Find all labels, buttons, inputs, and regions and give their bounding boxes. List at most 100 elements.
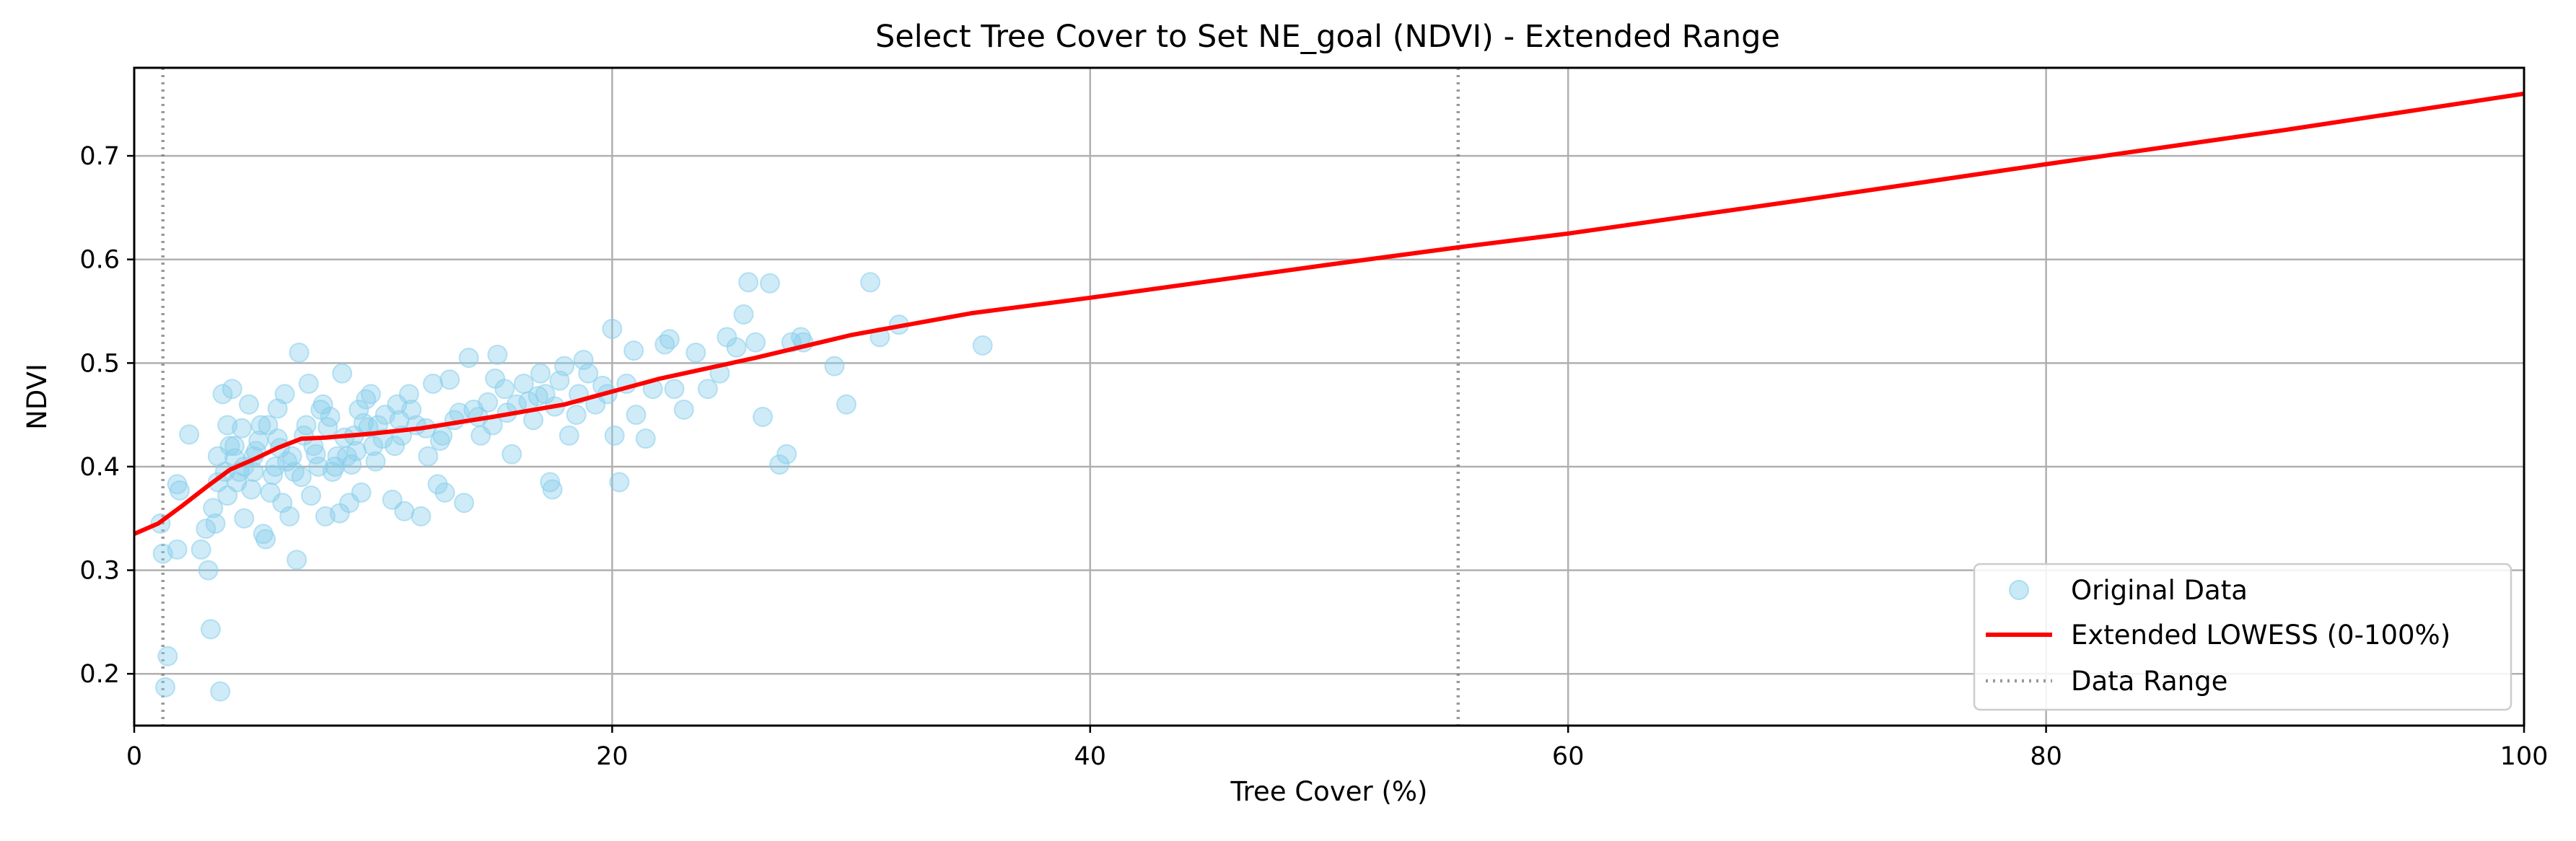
data-point <box>301 485 322 506</box>
data-point <box>232 418 253 439</box>
lowess-line-layer <box>133 91 2525 537</box>
data-point <box>554 356 575 377</box>
data-point <box>353 413 374 433</box>
data-point <box>210 681 231 702</box>
data-point <box>566 405 587 426</box>
x-tick-label: 20 <box>596 742 628 771</box>
legend-box <box>1973 563 2513 711</box>
data-point <box>478 392 499 413</box>
data-point <box>733 304 754 325</box>
data-point <box>155 677 176 697</box>
data-point <box>250 415 271 436</box>
data-point <box>542 479 563 500</box>
data-point <box>860 272 881 293</box>
legend: Original Data Extended LOWESS (0-100%) D… <box>1973 563 2513 711</box>
data-point <box>485 368 506 389</box>
data-point <box>394 501 415 521</box>
data-point <box>243 462 264 483</box>
data-point <box>604 425 625 446</box>
data-point <box>659 329 680 350</box>
data-point <box>738 272 759 293</box>
y-tick-label: 0.2 <box>79 660 120 689</box>
data-point <box>530 363 551 384</box>
data-point <box>578 363 599 384</box>
data-point <box>305 444 326 464</box>
data-point <box>365 451 386 472</box>
data-point <box>217 485 238 506</box>
x-tick-label: 80 <box>2030 742 2062 771</box>
data-point <box>332 363 353 384</box>
data-point <box>360 384 381 405</box>
legend-label-data-range: Data Range <box>2071 666 2227 697</box>
data-point <box>418 446 439 467</box>
data-point <box>836 394 857 415</box>
data-point <box>454 493 475 514</box>
data-point <box>190 539 211 560</box>
y-axis-label: NDVI <box>22 364 53 430</box>
data-point <box>972 335 993 356</box>
data-point <box>439 369 460 390</box>
data-point <box>385 436 406 457</box>
data-point <box>200 619 221 640</box>
data-point <box>279 506 300 527</box>
data-point <box>317 417 338 438</box>
data-point <box>626 405 647 426</box>
data-point <box>238 394 259 415</box>
data-point <box>697 379 718 400</box>
data-point <box>198 560 219 581</box>
x-tick-label: 60 <box>1552 742 1585 771</box>
data-point <box>286 550 307 571</box>
data-point <box>276 451 297 472</box>
data-point <box>664 379 685 400</box>
data-point <box>234 508 255 529</box>
data-point <box>745 332 766 353</box>
data-point <box>289 342 310 363</box>
legend-label-lowess: Extended LOWESS (0-100%) <box>2071 620 2450 651</box>
data-point <box>602 318 623 339</box>
data-point <box>310 399 331 420</box>
legend-marker-original-data <box>2009 580 2029 600</box>
data-point <box>411 506 431 527</box>
data-point <box>776 444 797 464</box>
data-point <box>487 344 508 365</box>
data-point <box>523 410 544 431</box>
data-point <box>241 479 262 500</box>
data-range-lines <box>161 68 1460 726</box>
data-point <box>284 462 305 483</box>
y-tick-label: 0.7 <box>79 142 120 171</box>
data-point <box>389 410 410 431</box>
data-point <box>265 456 286 477</box>
lowess-line <box>133 91 2525 537</box>
data-point <box>759 273 780 294</box>
y-tick-label: 0.5 <box>79 349 120 378</box>
data-point <box>219 436 240 457</box>
data-point <box>527 386 548 407</box>
data-point <box>263 464 284 485</box>
data-point <box>274 384 295 405</box>
y-tick-label: 0.4 <box>79 453 120 482</box>
x-tick-label: 100 <box>2500 742 2549 771</box>
plot-frame <box>133 66 2525 727</box>
data-point <box>222 379 242 400</box>
data-point <box>212 384 233 405</box>
data-point <box>351 482 372 503</box>
data-point <box>558 425 579 446</box>
data-point <box>753 407 774 428</box>
data-point <box>423 374 443 395</box>
y-axis-ticks: 0.2 0.3 0.4 0.5 0.6 0.7 <box>79 142 134 689</box>
chart-title: Select Tree Cover to Set NE_goal (NDVI) … <box>875 19 1780 55</box>
data-point <box>157 646 178 666</box>
x-tick-label: 0 <box>126 742 142 771</box>
legend-label-original-data: Original Data <box>2071 575 2248 606</box>
data-point <box>205 513 226 534</box>
data-point <box>673 399 694 420</box>
data-point <box>255 529 276 550</box>
x-tick-label: 40 <box>1074 742 1107 771</box>
data-point <box>824 356 845 377</box>
data-point <box>179 424 200 445</box>
data-point <box>169 480 190 501</box>
data-point <box>501 444 522 464</box>
data-point <box>398 384 419 405</box>
data-point <box>167 539 188 560</box>
